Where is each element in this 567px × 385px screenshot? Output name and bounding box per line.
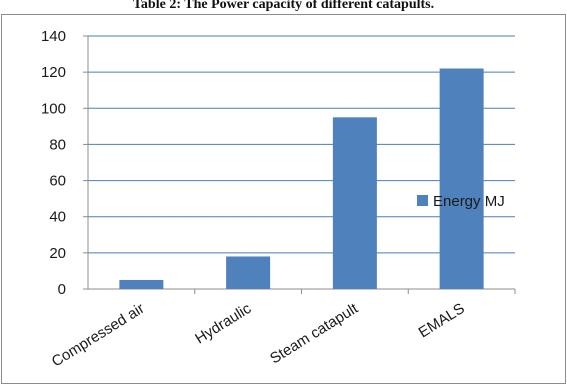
bar <box>439 68 484 290</box>
y-tick-label: 120 <box>41 64 66 81</box>
chart-caption: Table 2: The Power capacity of different… <box>132 0 435 12</box>
legend: Energy MJ <box>417 193 505 210</box>
bar <box>119 279 164 289</box>
y-tick-label: 20 <box>49 245 66 262</box>
x-category-label: Steam catapult <box>267 300 362 368</box>
y-tick-label: 80 <box>49 136 66 153</box>
x-category-label: Compressed air <box>49 300 148 371</box>
x-category-label: EMALS <box>416 300 468 341</box>
y-tick-label: 40 <box>49 209 66 226</box>
bars <box>119 68 484 290</box>
legend-label: Energy MJ <box>433 193 505 210</box>
x-category-labels: Compressed air Hydraulic Steam catapult EMA… <box>49 300 468 371</box>
x-category-label: Hydraulic <box>192 300 254 348</box>
y-tick-label: 0 <box>58 281 66 298</box>
legend-swatch <box>417 195 428 206</box>
bar <box>226 256 271 289</box>
y-tick-label: 60 <box>49 173 66 190</box>
y-tick-label: 100 <box>41 100 66 117</box>
y-tick-labels: 0 20 40 60 80 100 120 140 <box>41 28 66 298</box>
bar <box>332 117 377 289</box>
y-tick-label: 140 <box>41 28 66 45</box>
